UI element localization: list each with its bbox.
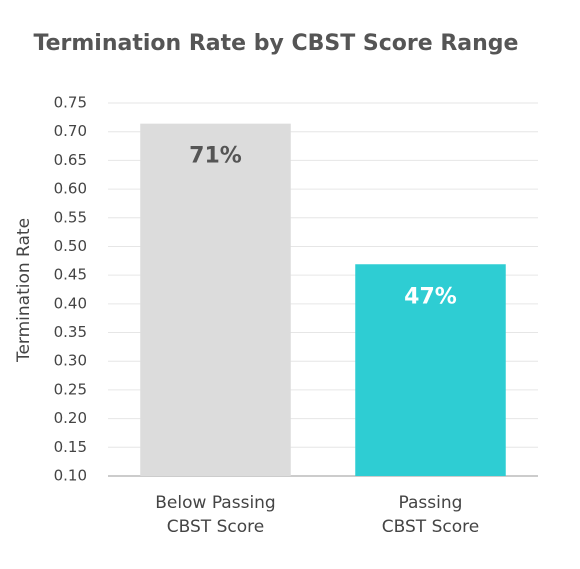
x-tick-label: Below Passing CBST Score (155, 493, 275, 537)
y-tick-label: 0.30 (54, 352, 87, 370)
y-tick-label: 0.25 (54, 380, 87, 398)
y-tick-label: 0.20 (54, 409, 87, 427)
x-tick-label-line: CBST Score (382, 517, 479, 537)
y-tick-label: 0.75 (54, 94, 87, 112)
y-tick-label: 0.55 (54, 208, 87, 226)
x-tick-label-line: Passing (399, 493, 463, 513)
bar (355, 264, 506, 476)
y-tick-label: 0.15 (54, 438, 87, 456)
value-label: 71% (189, 144, 242, 169)
value-label: 47% (404, 284, 457, 309)
bar (140, 123, 291, 477)
y-tick-label: 0.70 (54, 122, 87, 140)
y-tick-label: 0.10 (54, 467, 87, 485)
y-tick-label: 0.35 (54, 323, 87, 341)
y-tick-label: 0.50 (54, 237, 87, 255)
x-tick-label: Passing CBST Score (382, 493, 479, 537)
y-tick-label: 0.60 (54, 180, 87, 198)
x-tick-label-line: Below Passing (155, 493, 275, 513)
chart-title: Termination Rate by CBST Score Range (34, 31, 519, 56)
y-axis-title: Termination Rate (14, 218, 34, 363)
y-tick-label: 0.65 (54, 151, 87, 169)
y-tick-label: 0.40 (54, 294, 87, 312)
x-tick-label-line: CBST Score (167, 517, 264, 537)
y-tick-label: 0.45 (54, 266, 87, 284)
